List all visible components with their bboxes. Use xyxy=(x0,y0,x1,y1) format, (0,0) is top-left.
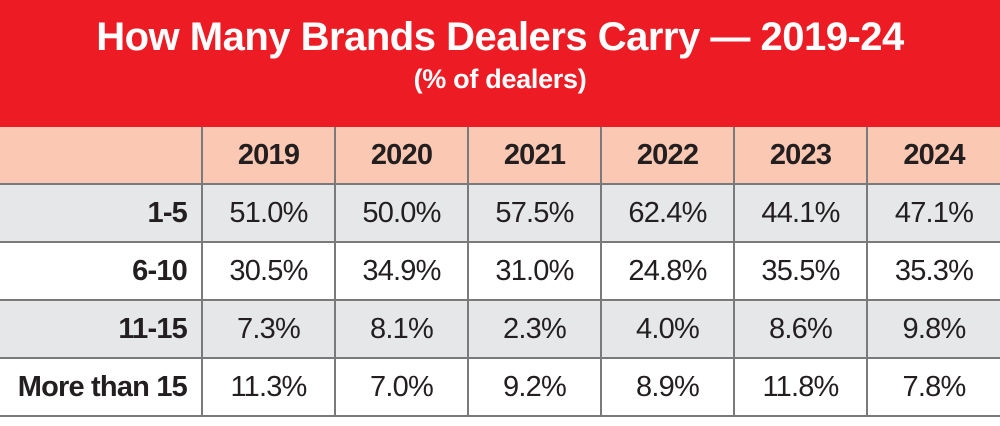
value-cell: 62.4% xyxy=(600,184,735,243)
value-cell: 2.3% xyxy=(467,299,602,359)
value-cell: 31.0% xyxy=(467,241,602,301)
value-cell: 47.1% xyxy=(866,184,1000,243)
value-cell: 34.9% xyxy=(334,241,469,301)
column-header: 2023 xyxy=(733,127,868,185)
table-title: How Many Brands Dealers Carry — 2019-24 xyxy=(96,15,904,59)
value-cell: 8.9% xyxy=(600,357,735,417)
value-cell: 11.8% xyxy=(733,357,868,417)
row-label: More than 15 xyxy=(0,357,203,417)
value-cell: 9.2% xyxy=(467,357,602,417)
value-cell: 35.3% xyxy=(866,241,1000,301)
value-cell: 57.5% xyxy=(467,184,602,243)
value-cell: 35.5% xyxy=(733,241,868,301)
row-label: 11-15 xyxy=(0,299,203,359)
value-cell: 11.3% xyxy=(201,357,336,417)
column-header: 2020 xyxy=(334,127,469,185)
column-header: 2024 xyxy=(866,127,1000,185)
table-row: 1-5 51.0% 50.0% 57.5% 62.4% 44.1% 47.1% xyxy=(0,184,1000,243)
value-cell: 7.8% xyxy=(866,357,1000,417)
header-row: 2019 2020 2021 2022 2023 2024 xyxy=(0,127,1000,185)
table-subtitle: (% of dealers) xyxy=(413,64,587,94)
corner-cell xyxy=(0,127,203,185)
column-header: 2019 xyxy=(201,127,336,185)
value-cell: 8.1% xyxy=(334,299,469,359)
row-label: 1-5 xyxy=(0,184,203,243)
column-header: 2022 xyxy=(600,127,735,185)
data-table: 2019 2020 2021 2022 2023 2024 1-5 51.0% 50.0% 57… xyxy=(0,127,1000,417)
table-row: 6-10 30.5% 34.9% 31.0% 24.8% 35.5% 35.3% xyxy=(0,241,1000,301)
row-label: 6-10 xyxy=(0,241,203,301)
value-cell: 30.5% xyxy=(201,241,336,301)
value-cell: 7.0% xyxy=(334,357,469,417)
column-header: 2021 xyxy=(467,127,602,185)
value-cell: 7.3% xyxy=(201,299,336,359)
value-cell: 8.6% xyxy=(733,299,868,359)
value-cell: 44.1% xyxy=(733,184,868,243)
table-row: More than 15 11.3% 7.0% 9.2% 8.9% 11.8% 7.8% xyxy=(0,357,1000,417)
value-cell: 4.0% xyxy=(600,299,735,359)
table-row: 11-15 7.3% 8.1% 2.3% 4.0% 8.6% 9.8% xyxy=(0,299,1000,359)
value-cell: 50.0% xyxy=(334,184,469,243)
title-band: How Many Brands Dealers Carry — 2019-24 … xyxy=(0,0,1000,127)
value-cell: 51.0% xyxy=(201,184,336,243)
value-cell: 24.8% xyxy=(600,241,735,301)
value-cell: 9.8% xyxy=(866,299,1000,359)
